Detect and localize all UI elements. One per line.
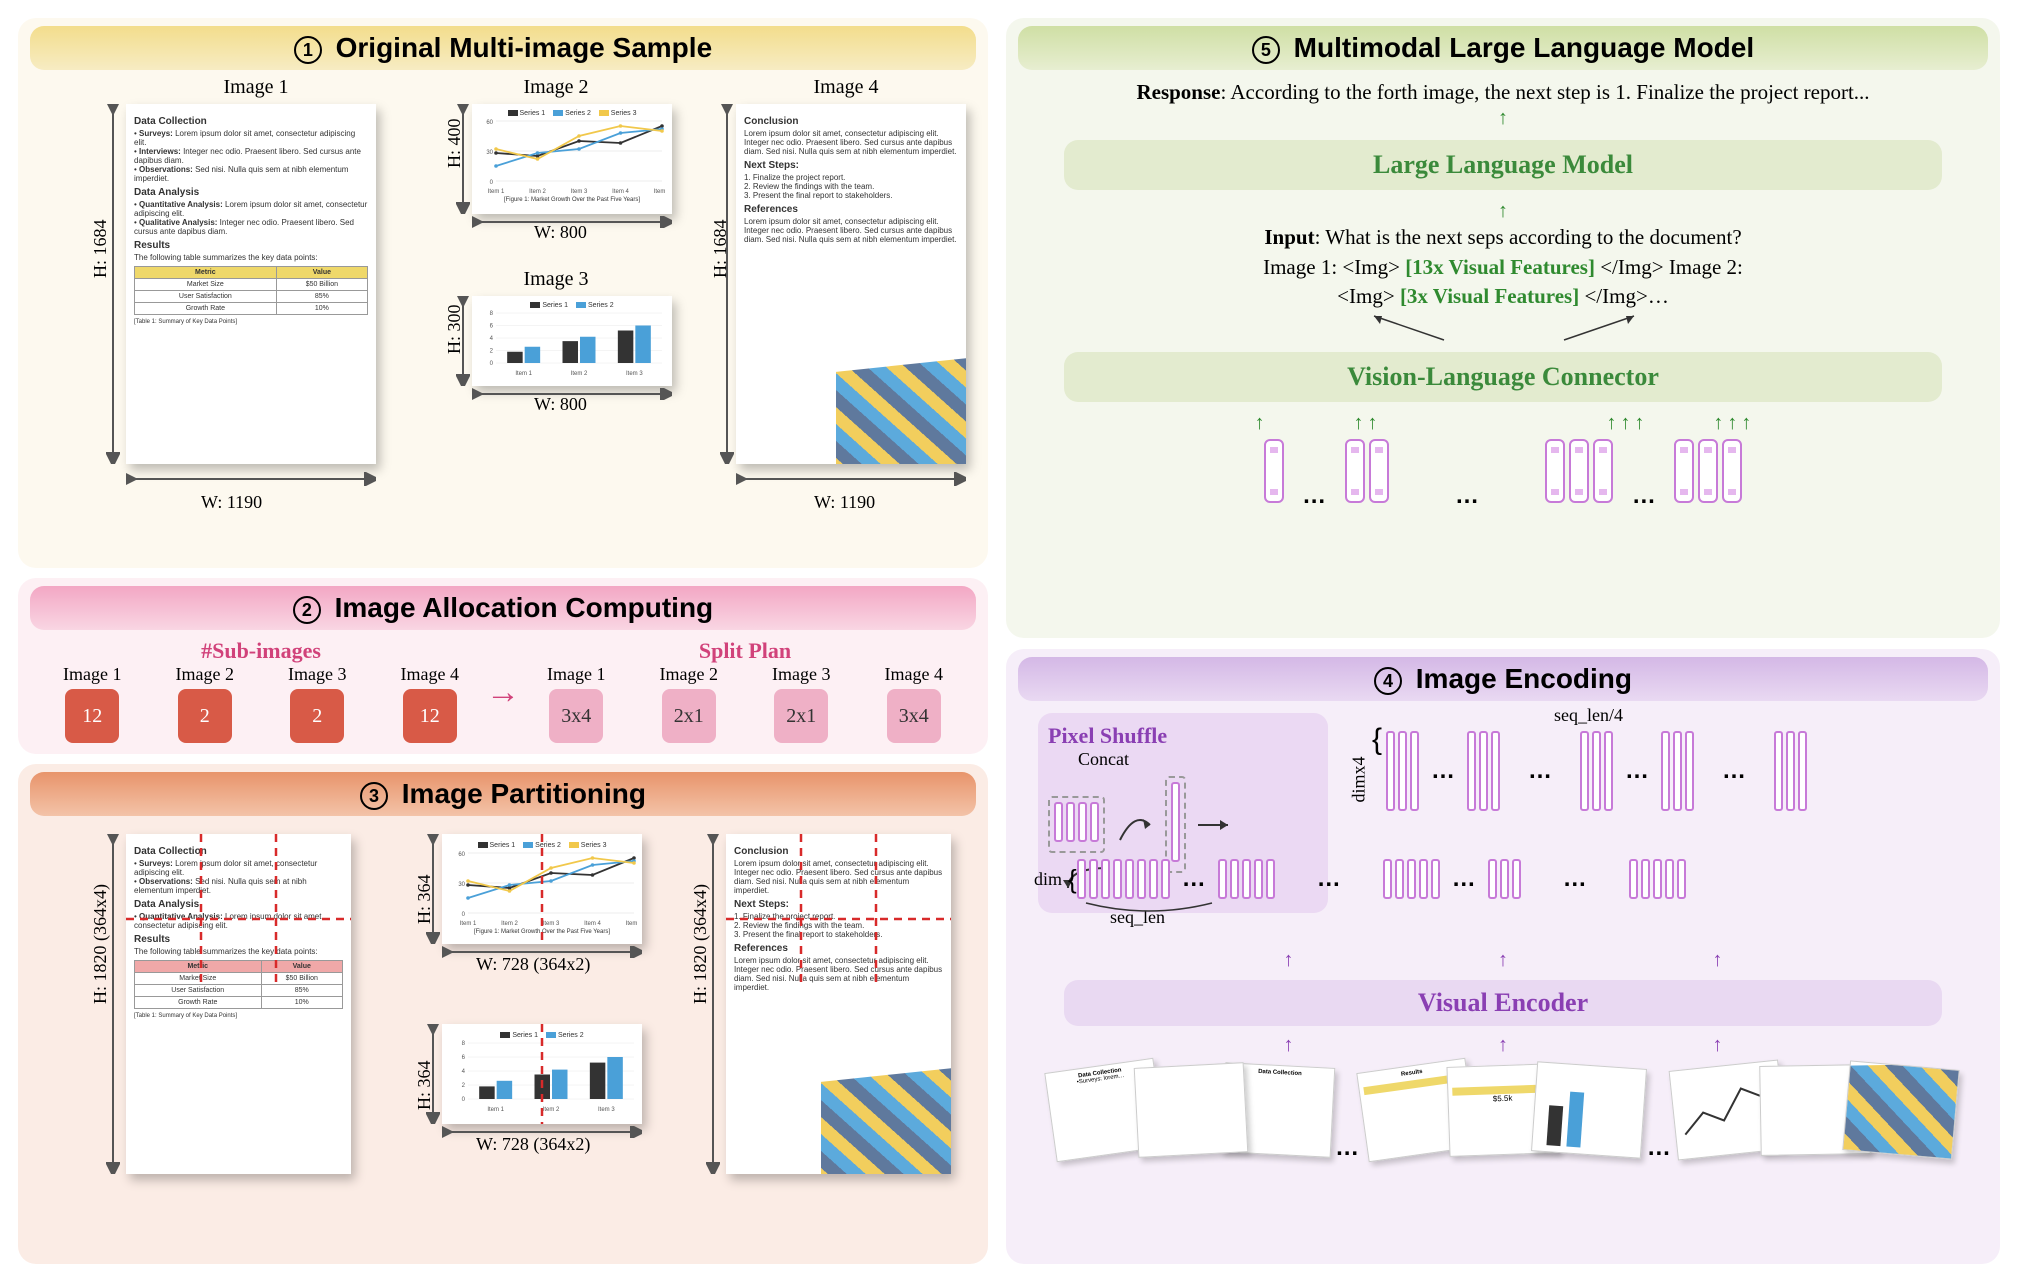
svg-text:Item 1: Item 1 — [488, 189, 505, 195]
svg-text:6: 6 — [490, 324, 494, 330]
svg-text:30: 30 — [486, 150, 493, 156]
arrow-right-icon: → — [486, 673, 520, 712]
svg-text:60: 60 — [486, 120, 493, 126]
llm-block: Large Language Model — [1064, 140, 1942, 190]
panel1-header: 1 Original Multi-image Sample — [30, 26, 976, 70]
svg-text:Item 3: Item 3 — [626, 371, 643, 377]
panel-mllm: 5 Multimodal Large Language Model Respon… — [1006, 18, 2000, 638]
img3-label: Image 3 — [456, 268, 656, 291]
up-arrow-icon: ↑ — [1024, 200, 1982, 223]
svg-text:Item 2: Item 2 — [571, 371, 588, 377]
svg-text:Item 5: Item 5 — [626, 921, 638, 927]
svg-text:Item 3: Item 3 — [598, 1107, 615, 1113]
panel4-header: 4 Image Encoding — [1018, 657, 1988, 701]
panel-encoding: 4 Image Encoding Pixel Shuffle Concat se… — [1006, 649, 2000, 1264]
chart2-plot: 0 30 60 Item 1 Item 2 Item 3 Item 4 Item 5 — [478, 117, 666, 195]
svg-text:Item 3: Item 3 — [571, 189, 588, 195]
doc1-thumbnail: Data Collection • Surveys: Lorem ipsum d… — [126, 104, 376, 464]
chart2: Series 1 Series 2 Series 3 03060Item 1It… — [472, 104, 672, 214]
svg-text:8: 8 — [490, 311, 494, 317]
svg-text:2: 2 — [490, 349, 494, 355]
panel-allocation: 2 Image Allocation Computing #Sub-images… — [18, 578, 988, 754]
subimg-2: 2 — [178, 689, 232, 743]
panel3-header: 3 Image Partitioning — [30, 772, 976, 816]
svg-text:Item 4: Item 4 — [584, 921, 601, 927]
partition-img1: Data Collection • Surveys: Lorem ipsum d… — [126, 834, 351, 1174]
right-arrow-icon — [1196, 815, 1236, 835]
sub-images-label: #Sub-images — [36, 638, 486, 664]
doc1-table: MetricValue Market Size$50 Billion User … — [134, 266, 368, 315]
img1-W: W: 1190 — [201, 492, 262, 513]
svg-text:Item 5: Item 5 — [654, 189, 666, 195]
up-arrow-icon: ↑ — [1024, 107, 1982, 130]
connector-block: Vision-Language Connector — [1064, 352, 1942, 402]
img4-label: Image 4 — [736, 76, 956, 99]
brace-icon — [1084, 901, 1214, 915]
feature-tokens-row: … … … — [1024, 439, 1982, 510]
svg-text:Item 1: Item 1 — [487, 1107, 504, 1113]
subimg-3: 2 — [290, 689, 344, 743]
encoder-input-thumbs: Data Collection•Surveys: lorem… Data Col… — [1024, 1065, 1982, 1162]
panel3-title: Image Partitioning — [402, 778, 646, 809]
svg-text:Item 2: Item 2 — [543, 1107, 560, 1113]
panel2-header: 2 Image Allocation Computing — [30, 586, 976, 630]
split-plan-label: Split Plan — [520, 638, 970, 664]
svg-text:Item 2: Item 2 — [529, 189, 546, 195]
subimg-1: 12 — [65, 689, 119, 743]
partition-img2: Series 1 Series 2 Series 3 03060Item 1It… — [442, 834, 642, 944]
step-3-badge: 3 — [360, 782, 388, 810]
img2-label: Image 2 — [456, 76, 656, 99]
svg-text:2: 2 — [462, 1083, 466, 1089]
step-1-badge: 1 — [294, 36, 322, 64]
partition-img4: ConclusionLorem ipsum dolor sit amet, co… — [726, 834, 951, 1174]
chart3: Series 1 Series 2 02468Item 1Item 2Item … — [472, 296, 672, 386]
plan-3: 2x1 — [774, 689, 828, 743]
plan-1: 3x4 — [549, 689, 603, 743]
svg-text:Item 3: Item 3 — [543, 921, 560, 927]
panel-original-sample: 1 Original Multi-image Sample Image 1 Da… — [18, 18, 988, 568]
panel2-title: Image Allocation Computing — [335, 592, 714, 623]
svg-text:Item 1: Item 1 — [460, 921, 477, 927]
img4-W: W: 1190 — [814, 492, 875, 513]
plan-4: 3x4 — [887, 689, 941, 743]
svg-text:Item 4: Item 4 — [612, 189, 629, 195]
svg-text:0: 0 — [490, 361, 494, 367]
step-5-badge: 5 — [1252, 36, 1280, 64]
panel-partitioning: 3 Image Partitioning Data Collection • S… — [18, 764, 988, 1264]
up-arrow-icon: ↑ — [1284, 949, 1294, 971]
connector-arrows-icon — [1024, 312, 1984, 342]
chart3-plot: 0 2 4 6 8 Item 1 Item 2 Item 3 — [478, 309, 666, 377]
plan-2: 2x1 — [662, 689, 716, 743]
step-2-badge: 2 — [293, 596, 321, 624]
svg-text:4: 4 — [462, 1069, 466, 1075]
svg-text:0: 0 — [462, 912, 466, 918]
response-text: Response: According to the forth image, … — [1024, 78, 1982, 107]
feature-token-icon — [1264, 439, 1284, 503]
panel5-title: Multimodal Large Language Model — [1294, 32, 1754, 63]
doc4-thumbnail: Conclusion Lorem ipsum dolor sit amet, c… — [736, 104, 966, 464]
svg-text:6: 6 — [462, 1055, 466, 1061]
curve-arrow-icon — [1115, 805, 1155, 845]
visual-encoder-block: Visual Encoder — [1064, 980, 1942, 1026]
svg-text:0: 0 — [462, 1097, 466, 1103]
svg-text:60: 60 — [458, 852, 465, 858]
panel1-title: Original Multi-image Sample — [336, 32, 713, 63]
panel5-header: 5 Multimodal Large Language Model — [1018, 26, 1988, 70]
input-text: Input: What is the next seps according t… — [1024, 223, 1982, 311]
subimg-4: 12 — [403, 689, 457, 743]
step-4-badge: 4 — [1374, 667, 1402, 695]
partition-img3: Series 1 Series 2 02468Item 1Item 2Item … — [442, 1024, 642, 1124]
panel4-title: Image Encoding — [1416, 663, 1632, 694]
svg-text:4: 4 — [490, 336, 494, 342]
img1-label: Image 1 — [146, 76, 366, 99]
svg-text:30: 30 — [458, 882, 465, 888]
svg-text:8: 8 — [462, 1041, 466, 1047]
svg-text:Item 2: Item 2 — [501, 921, 518, 927]
svg-text:Item 1: Item 1 — [515, 371, 532, 377]
svg-text:0: 0 — [490, 180, 494, 186]
up-arrow-icon: ↑ — [1255, 412, 1265, 434]
